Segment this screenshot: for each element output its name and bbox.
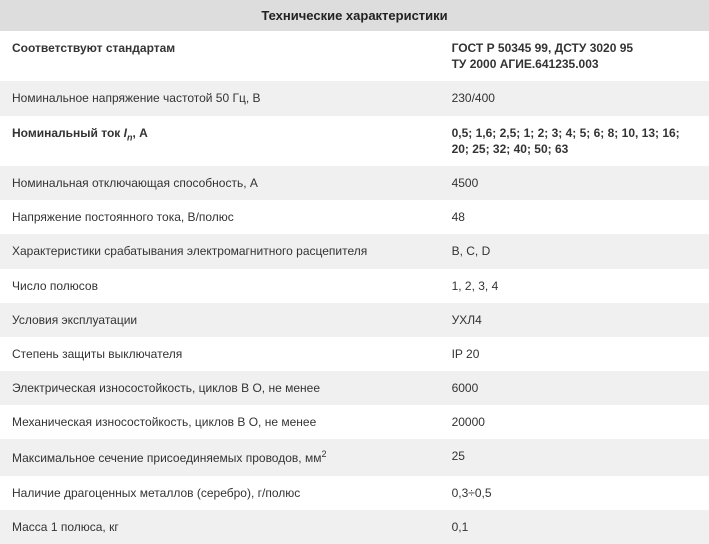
table-row: Масса 1 полюса, кг0,1 [0,510,709,544]
spec-value: 4500 [440,166,709,200]
spec-label: Соответствуют стандартам [0,31,440,81]
spec-value: 20000 [440,405,709,439]
table-row: Наличие драгоценных металлов (серебро), … [0,476,709,510]
spec-label: Масса 1 полюса, кг [0,510,440,544]
table-body: Соответствуют стандартамГОСТ Р 50345 99,… [0,31,709,544]
specs-table: Технические характеристики Соответствуют… [0,0,709,544]
table-row: Напряжение постоянного тока, В/полюс48 [0,200,709,234]
spec-value: B, C, D [440,234,709,268]
table-title: Технические характеристики [0,0,709,31]
table-row: Число полюсов1, 2, 3, 4 [0,269,709,303]
spec-value: 0,5; 1,6; 2,5; 1; 2; 3; 4; 5; 6; 8; 10, … [440,116,709,166]
spec-value: IP 20 [440,337,709,371]
spec-label: Число полюсов [0,269,440,303]
spec-label: Условия эксплуатации [0,303,440,337]
spec-label: Электрическая износостойкость, циклов В … [0,371,440,405]
table-row: Соответствуют стандартамГОСТ Р 50345 99,… [0,31,709,81]
spec-value: ГОСТ Р 50345 99, ДСТУ 3020 95ТУ 2000 АГИ… [440,31,709,81]
table-row: Характеристики срабатывания электромагни… [0,234,709,268]
spec-value: 0,3÷0,5 [440,476,709,510]
spec-label: Номинальный ток In, А [0,116,440,166]
spec-value: 1, 2, 3, 4 [440,269,709,303]
spec-label: Номинальное напряжение частотой 50 Гц, В [0,81,440,115]
table-row: Максимальное сечение присоединяемых пров… [0,439,709,475]
table-row: Механическая износостойкость, циклов В О… [0,405,709,439]
table-row: Условия эксплуатацииУХЛ4 [0,303,709,337]
spec-value: 230/400 [440,81,709,115]
table-row: Номинальное напряжение частотой 50 Гц, В… [0,81,709,115]
spec-value: 6000 [440,371,709,405]
table-row: Номинальный ток In, А0,5; 1,6; 2,5; 1; 2… [0,116,709,166]
spec-label: Максимальное сечение присоединяемых пров… [0,439,440,475]
table-row: Номинальная отключающая способность, А45… [0,166,709,200]
spec-label: Напряжение постоянного тока, В/полюс [0,200,440,234]
spec-label: Характеристики срабатывания электромагни… [0,234,440,268]
spec-label: Механическая износостойкость, циклов В О… [0,405,440,439]
spec-value: УХЛ4 [440,303,709,337]
spec-value: 0,1 [440,510,709,544]
table-row: Степень защиты выключателяIP 20 [0,337,709,371]
spec-label: Степень защиты выключателя [0,337,440,371]
spec-value: 48 [440,200,709,234]
table-row: Электрическая износостойкость, циклов В … [0,371,709,405]
spec-value: 25 [440,439,709,475]
spec-label: Номинальная отключающая способность, А [0,166,440,200]
spec-label: Наличие драгоценных металлов (серебро), … [0,476,440,510]
